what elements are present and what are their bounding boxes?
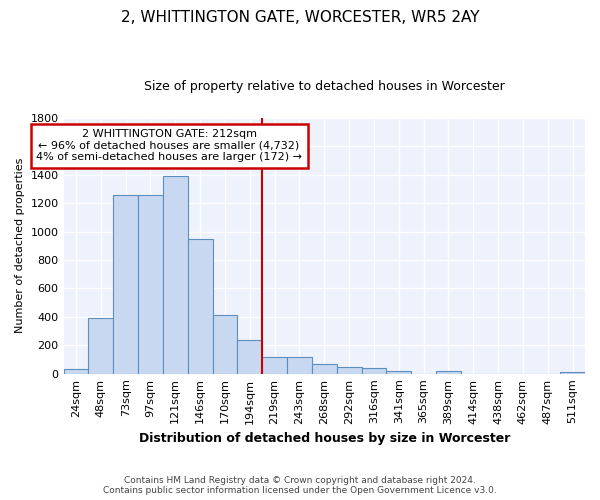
Bar — [188, 238, 212, 374]
Bar — [64, 370, 88, 374]
Bar — [138, 194, 163, 374]
Bar — [386, 371, 411, 374]
Bar — [287, 358, 312, 374]
Bar — [238, 340, 262, 374]
Text: 2 WHITTINGTON GATE: 212sqm
← 96% of detached houses are smaller (4,732)
4% of se: 2 WHITTINGTON GATE: 212sqm ← 96% of deta… — [36, 129, 302, 162]
Bar — [362, 368, 386, 374]
Bar — [436, 371, 461, 374]
Text: Contains HM Land Registry data © Crown copyright and database right 2024.
Contai: Contains HM Land Registry data © Crown c… — [103, 476, 497, 495]
Bar — [113, 194, 138, 374]
X-axis label: Distribution of detached houses by size in Worcester: Distribution of detached houses by size … — [139, 432, 510, 445]
Bar — [262, 358, 287, 374]
Bar — [88, 318, 113, 374]
Title: Size of property relative to detached houses in Worcester: Size of property relative to detached ho… — [144, 80, 505, 93]
Text: 2, WHITTINGTON GATE, WORCESTER, WR5 2AY: 2, WHITTINGTON GATE, WORCESTER, WR5 2AY — [121, 10, 479, 25]
Y-axis label: Number of detached properties: Number of detached properties — [15, 158, 25, 334]
Bar — [312, 364, 337, 374]
Bar — [212, 316, 238, 374]
Bar — [163, 176, 188, 374]
Bar — [337, 366, 362, 374]
Bar — [560, 372, 585, 374]
